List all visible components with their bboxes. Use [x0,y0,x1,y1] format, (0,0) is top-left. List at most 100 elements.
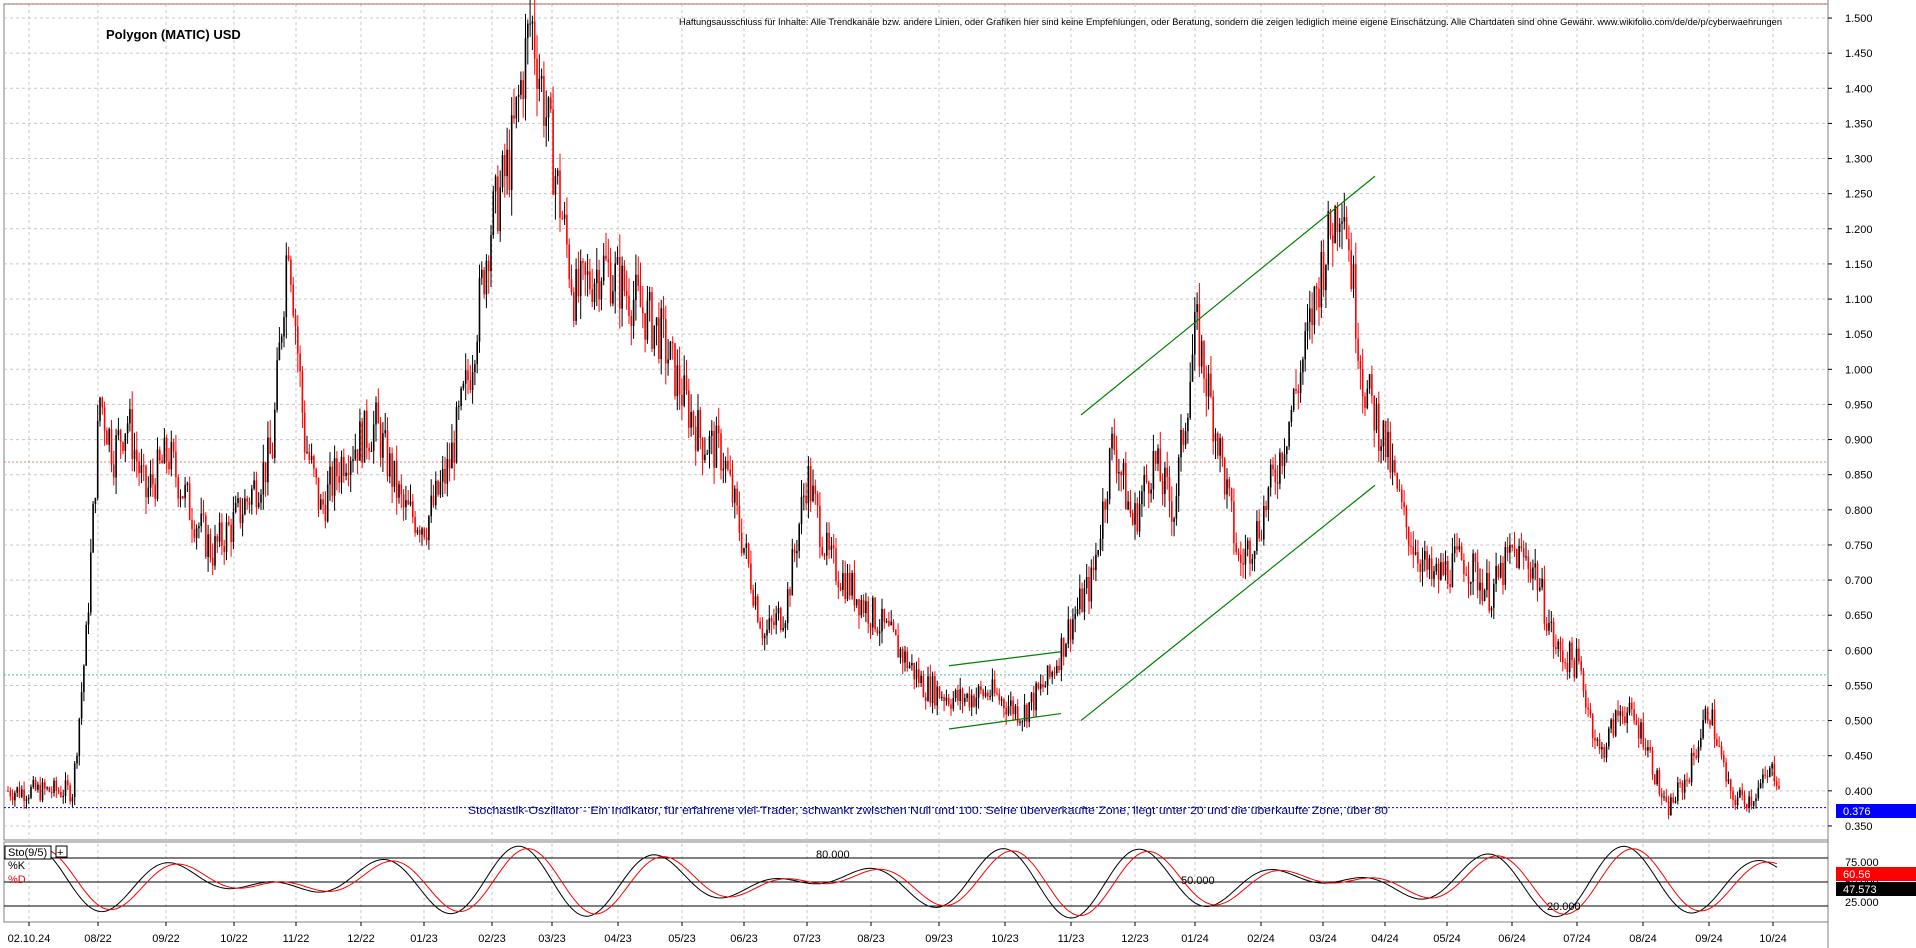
candle-body [984,692,987,697]
k-value-label: 47.573 [1843,884,1877,896]
candle-body [1033,692,1035,711]
candle-body [667,359,669,364]
candle-body [1044,685,1047,688]
candle-body [1545,623,1548,631]
candle-body [922,675,925,698]
candle-body [37,784,39,790]
candle-body [1180,429,1182,458]
candle-body [1279,452,1281,484]
candle-body [1214,433,1217,442]
candle-body [182,496,184,499]
candle-body [961,689,964,703]
candle-body [941,697,943,699]
candle-body [1430,558,1433,579]
candle-body [1157,448,1159,464]
candle-body [1182,429,1185,445]
candle-body [579,261,582,297]
candle-body [1104,501,1106,510]
candle-body [1076,609,1079,615]
x-tick-label: 08/22 [84,933,112,945]
candle-body [1594,737,1596,741]
candle-body [835,548,837,582]
candle-body [1341,221,1343,224]
candle-body [402,494,405,508]
candle-body [878,631,881,634]
candle-body [892,621,895,630]
candle-body [812,485,814,502]
candle-body [1394,460,1396,473]
candle-body [1520,546,1523,549]
x-tick-label: 02.10.24 [8,933,51,945]
candle-body [1504,546,1507,586]
candle-body [170,441,173,470]
candle-body [494,176,497,192]
candle-body [754,596,757,606]
y-tick-label: 0.550 [1845,680,1873,692]
candle-body [1481,582,1484,601]
candle-body [366,410,368,448]
candle-body [356,449,359,461]
candle-body [973,695,975,707]
candle-body [198,526,200,529]
candle-body [338,476,340,483]
y-tick-label: 0.800 [1845,505,1873,517]
candle-body [1253,550,1256,560]
candle-body [1589,709,1592,715]
candle-body [441,468,444,482]
candle-body [777,608,780,614]
candle-body [333,458,336,496]
candle-body [1401,489,1403,503]
candle-body [7,790,9,792]
y-tick-label: 0.500 [1845,716,1873,728]
candle-body [1359,360,1362,369]
candle-body [32,779,35,787]
candle-body [506,149,508,177]
candle-body [1136,503,1139,532]
indicator-name-box[interactable] [4,845,52,860]
candle-body [720,433,722,471]
candle-body [21,789,23,797]
candle-body [715,425,718,468]
expand-icon[interactable] [55,845,68,858]
candle-body [1304,331,1306,360]
candle-body [165,437,168,462]
candle-body [683,375,685,406]
candle-body [814,485,817,494]
candle-body [264,462,267,483]
candle-body [1732,791,1734,800]
candle-body [1375,403,1378,431]
candle-body [671,341,674,344]
candle-body [869,623,872,628]
candle-body [1357,338,1359,361]
time-axis: 02.10.24 08/22 09/22 10/22 11/22 12/22 01/23 02… [8,922,1787,945]
candle-body [400,484,403,495]
candle-body [570,279,573,293]
candle-body [632,299,635,326]
candle-body [1196,304,1198,313]
candle-body [331,466,334,496]
candle-body [315,468,317,478]
candle-body [64,780,67,796]
candle-body [18,787,21,797]
candle-body [830,545,833,550]
candle-body [807,466,810,504]
candle-body [1320,252,1323,308]
candle-body [711,430,713,436]
candle-body [550,97,552,110]
candle-body [188,483,191,520]
candle-body [761,628,764,639]
candle-body [1624,716,1626,724]
candle-body [1256,521,1258,551]
last-price-badge [1836,804,1916,818]
candle-body [796,551,798,554]
candle-body [409,501,412,505]
candle-body [1056,665,1058,673]
candle-body [635,274,637,300]
candle-body [766,629,768,636]
x-tick-label: 12/22 [347,933,375,945]
candle-body [1690,752,1693,783]
d-value-label: 60.56 [1843,869,1871,881]
candle-body [851,573,853,596]
candle-body [1552,621,1555,647]
candle-body [763,635,766,639]
